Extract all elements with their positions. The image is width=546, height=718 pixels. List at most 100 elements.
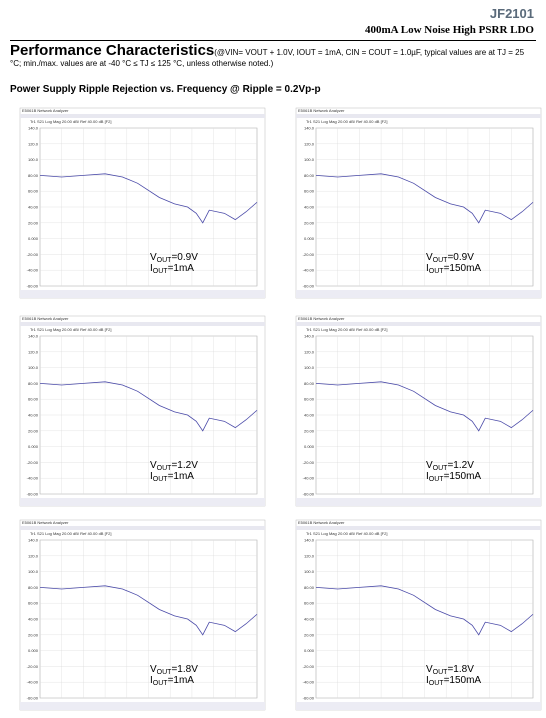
label-part: I — [150, 675, 153, 686]
label-part: =1.8V — [171, 664, 198, 675]
axis-label: 120.0 — [304, 553, 315, 558]
axis-label: 0.000 — [28, 236, 39, 241]
axis-label: 120.0 — [304, 349, 315, 354]
axis-label: 140.0 — [28, 538, 39, 543]
trace-header: Tr1 S21 Log Mag 20.00 dB/ Ref 40.00 dB [… — [306, 531, 387, 536]
trace — [39, 585, 258, 636]
axis-label: -60.00 — [303, 284, 315, 289]
axis-label: 120.0 — [28, 349, 39, 354]
label-part: =1.2V — [171, 460, 198, 471]
label-part: I — [426, 471, 429, 482]
axis-label: 40.00 — [28, 205, 39, 210]
label-part: V — [150, 664, 157, 675]
axis-label: 80.00 — [28, 381, 39, 386]
menu-bar — [296, 526, 541, 530]
axis-label: 0.000 — [304, 444, 315, 449]
axis-label: -60.00 — [27, 492, 39, 497]
axis-label: 40.00 — [304, 413, 315, 418]
label-part: =150mA — [444, 263, 482, 274]
axis-label: 20.00 — [28, 428, 39, 433]
trace — [39, 381, 258, 432]
output-label: VOUT=1.8V — [426, 664, 474, 676]
output-label: IOUT=150mA — [426, 263, 481, 275]
label-part: =1mA — [168, 675, 195, 686]
axis-label: 20.00 — [304, 220, 315, 225]
axis-label: -20.00 — [27, 252, 39, 257]
axis-label: -40.00 — [27, 680, 39, 685]
axis-label: -40.00 — [27, 476, 39, 481]
label-part: V — [150, 252, 157, 263]
axis-label: 100.0 — [304, 569, 315, 574]
axis-label: 60.00 — [28, 601, 39, 606]
axis-label: 140.0 — [304, 538, 315, 543]
trace-header: Tr1 S21 Log Mag 20.00 dB/ Ref 40.00 dB [… — [30, 531, 111, 536]
output-label: VOUT=1.2V — [150, 460, 198, 472]
output-label: IOUT=1mA — [150, 263, 194, 275]
trace-header: Tr1 S21 Log Mag 20.00 dB/ Ref 40.00 dB [… — [30, 119, 111, 124]
section: Performance Characteristics(@VIN= VOUT +… — [10, 43, 536, 69]
axis-label: -20.00 — [27, 460, 39, 465]
axis-label: 120.0 — [304, 141, 315, 146]
axis-label: -20.00 — [303, 664, 315, 669]
axis-label: -40.00 — [27, 268, 39, 273]
axis-label: 40.00 — [28, 413, 39, 418]
subtitle: 400mA Low Noise High PSRR LDO — [365, 24, 534, 36]
status-bar — [20, 498, 265, 506]
rule — [10, 40, 536, 41]
subscript: OUT — [153, 268, 169, 275]
axis-label: 60.00 — [304, 189, 315, 194]
axis-label: -40.00 — [303, 476, 315, 481]
conditions: (@VIN= VOUT + 1.0V, IOUT = 1mA, CIN = CO… — [10, 48, 525, 68]
axis-label: 20.00 — [304, 428, 315, 433]
instrument: E5061B Network Analyzer — [22, 108, 69, 113]
label-part: =1.8V — [447, 664, 474, 675]
axis-label: 40.00 — [28, 617, 39, 622]
axis-label: -60.00 — [303, 492, 315, 497]
subscript: OUT — [433, 465, 449, 472]
subscript: OUT — [433, 669, 449, 676]
status-bar — [296, 498, 541, 506]
label-part: I — [426, 675, 429, 686]
axis-label: 0.000 — [28, 444, 39, 449]
label-part: I — [426, 263, 429, 274]
output-label: VOUT=0.9V — [426, 252, 474, 264]
axis-label: 60.00 — [28, 397, 39, 402]
axis-label: 120.0 — [28, 141, 39, 146]
instrument: E5061B Network Analyzer — [298, 520, 345, 525]
trace-header: Tr1 S21 Log Mag 20.00 dB/ Ref 40.00 dB [… — [306, 119, 387, 124]
axis-label: -20.00 — [303, 252, 315, 257]
output-label: VOUT=0.9V — [150, 252, 198, 264]
trace — [315, 381, 534, 432]
instrument: E5061B Network Analyzer — [298, 108, 345, 113]
axis-label: 100.0 — [28, 157, 39, 162]
axis-label: 140.0 — [28, 334, 39, 339]
subscript: OUT — [157, 669, 173, 676]
axis-label: -40.00 — [303, 680, 315, 685]
menu-bar — [20, 114, 265, 118]
output-label: IOUT=1mA — [150, 675, 194, 687]
axis-label: 80.00 — [304, 381, 315, 386]
label-part: I — [150, 471, 153, 482]
axis-label: 40.00 — [304, 617, 315, 622]
label-part: I — [150, 263, 153, 274]
label-part: =150mA — [444, 471, 482, 482]
axis-label: 140.0 — [28, 126, 39, 131]
label-part: =1mA — [168, 263, 195, 274]
axis-label: 60.00 — [304, 601, 315, 606]
subscript: OUT — [429, 476, 445, 483]
instrument: E5061B Network Analyzer — [22, 316, 69, 321]
label-part: V — [426, 460, 433, 471]
instrument: E5061B Network Analyzer — [298, 316, 345, 321]
trace — [315, 585, 534, 636]
label-part: =0.9V — [447, 252, 474, 263]
trace — [39, 173, 258, 224]
axis-label: -60.00 — [27, 284, 39, 289]
axis-label: 60.00 — [28, 189, 39, 194]
label-part: =0.9V — [171, 252, 198, 263]
status-bar — [296, 290, 541, 298]
label-part: V — [426, 252, 433, 263]
section-title: Performance Characteristics — [10, 42, 215, 59]
axis-label: 0.000 — [304, 236, 315, 241]
subscript: OUT — [153, 476, 169, 483]
